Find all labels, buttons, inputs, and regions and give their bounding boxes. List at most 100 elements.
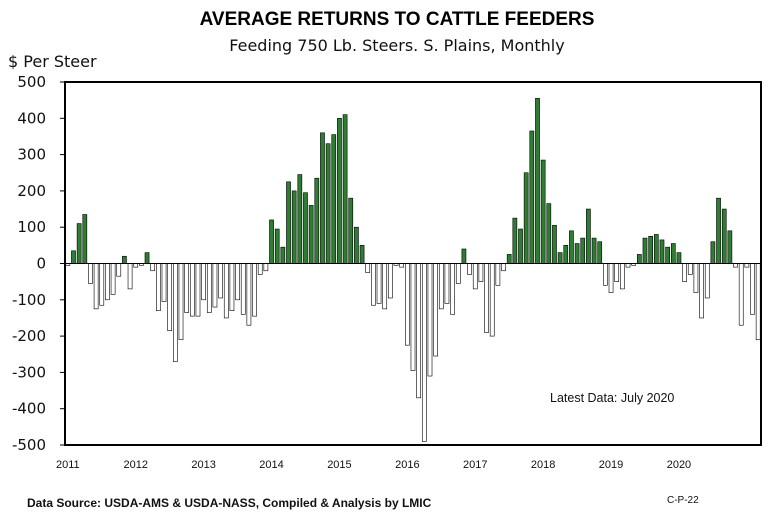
bar — [399, 263, 405, 268]
bar — [727, 230, 733, 264]
bar — [116, 263, 122, 277]
bar — [682, 263, 687, 282]
bar — [178, 263, 184, 341]
bar — [586, 208, 591, 264]
bar — [348, 197, 354, 264]
y-tick-label: 500 — [17, 73, 46, 91]
latest-data-note: Latest Data: July 2020 — [550, 391, 674, 405]
bar — [246, 263, 252, 326]
bar — [659, 239, 665, 264]
bar — [342, 114, 348, 264]
y-tick-label: 200 — [17, 182, 46, 200]
bar — [110, 263, 116, 295]
bar — [569, 230, 574, 264]
bar — [184, 263, 189, 313]
bar — [93, 263, 99, 310]
bar — [489, 263, 495, 337]
bar — [337, 118, 342, 264]
bar — [297, 174, 303, 264]
bar — [518, 228, 523, 264]
bar — [733, 263, 738, 268]
bar — [642, 237, 648, 264]
bar — [546, 203, 552, 264]
bar — [252, 263, 257, 317]
bar — [212, 263, 218, 308]
bar — [438, 263, 444, 310]
x-tick-label: 2015 — [327, 459, 351, 471]
bar — [195, 263, 201, 317]
bar — [161, 263, 167, 302]
bar — [580, 237, 586, 264]
bar — [416, 263, 421, 399]
bar — [235, 263, 240, 301]
bar — [371, 263, 376, 306]
bar — [653, 234, 659, 264]
bar — [320, 132, 325, 264]
chart-subtitle: Feeding 750 Lb. Steers. S. Plains, Month… — [229, 36, 564, 55]
bar — [687, 263, 693, 275]
plot-frame — [64, 81, 762, 446]
bar — [597, 241, 603, 264]
bar — [206, 263, 212, 313]
y-tick-label: -300 — [12, 363, 46, 381]
bar — [540, 159, 546, 264]
bar — [71, 250, 76, 264]
bar — [444, 263, 450, 304]
bar — [303, 192, 308, 264]
bar — [484, 263, 489, 333]
chart-title: AVERAGE RETURNS TO CATTLE FEEDERS — [200, 9, 595, 30]
bar — [648, 235, 653, 264]
bar — [122, 255, 127, 264]
bar — [603, 263, 608, 286]
bar — [710, 241, 716, 264]
bar — [314, 177, 320, 264]
bar — [557, 252, 563, 264]
bar — [636, 254, 642, 264]
bar — [472, 263, 478, 290]
bar — [88, 263, 93, 284]
y-tick-label: 400 — [17, 109, 46, 127]
bar — [670, 243, 676, 264]
y-tick-label: -200 — [12, 327, 46, 345]
y-tick-label: -400 — [12, 400, 46, 418]
y-tick-labels: 500 400 300 200 100 0 -100 -200 -300 -400 -500 — [12, 73, 65, 454]
bar — [127, 263, 133, 290]
bar — [201, 263, 206, 301]
bar — [325, 143, 331, 264]
bar — [76, 223, 82, 264]
bar — [376, 263, 382, 304]
bar — [156, 263, 161, 311]
bar — [144, 252, 150, 264]
y-tick-label: 300 — [17, 146, 46, 164]
bar — [704, 263, 710, 299]
bar — [608, 263, 614, 293]
bar — [478, 263, 484, 282]
x-tick-label: 2013 — [191, 459, 215, 471]
bar — [274, 228, 280, 264]
bar — [263, 263, 269, 272]
bar — [240, 263, 246, 315]
bar — [286, 181, 291, 264]
y-axis-label: $ Per Steer — [8, 52, 97, 71]
bar — [167, 263, 173, 331]
bar — [529, 130, 535, 264]
bar — [365, 263, 371, 273]
bar — [625, 263, 631, 268]
bar — [150, 263, 156, 272]
bar — [699, 263, 704, 319]
bar — [280, 246, 286, 264]
bar — [614, 263, 620, 282]
bar — [563, 245, 569, 264]
bar — [574, 243, 580, 264]
bar — [223, 263, 229, 319]
x-tick-labels: 2011 2012 2013 2014 2015 2016 2017 2018 2019 2020 — [56, 459, 691, 471]
bar — [467, 263, 472, 275]
bar — [173, 263, 178, 362]
bar — [354, 226, 359, 264]
y-tick-label: 0 — [36, 255, 46, 273]
bar — [229, 263, 235, 311]
y-tick-label: 100 — [17, 218, 46, 236]
bar — [450, 263, 455, 315]
bar — [750, 263, 755, 315]
bar — [382, 263, 388, 310]
